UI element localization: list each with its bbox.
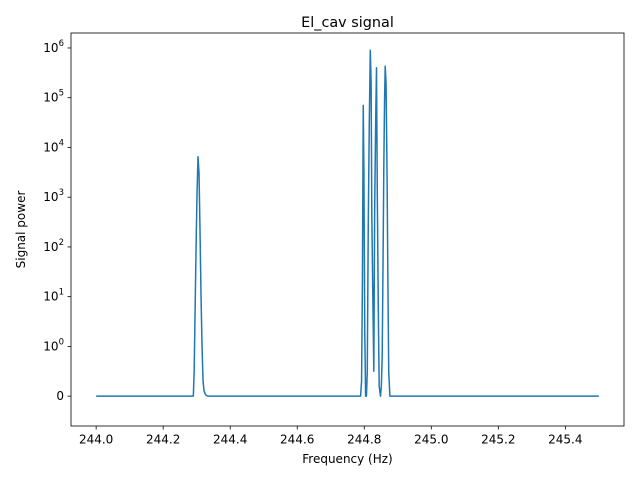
y-tick-base: 10	[43, 190, 58, 204]
x-axis-label: Frequency (Hz)	[302, 452, 393, 466]
x-tick-label: 245.0	[414, 433, 448, 447]
x-axis: 244.0 244.2 244.4 244.6 244.8 245.0 245.2 245.4	[79, 426, 583, 447]
y-tick-base: 10	[43, 41, 58, 55]
y-tick-exponent: 6	[59, 39, 64, 49]
y-axis-label: Signal power	[14, 191, 28, 269]
series-line	[96, 49, 599, 397]
y-tick-label: 106	[43, 39, 64, 55]
chart-title: El_cav signal	[301, 15, 394, 31]
axes-frame	[70, 32, 625, 427]
y-tick-exponent: 1	[59, 288, 64, 298]
y-tick-label: 102	[43, 238, 64, 254]
y-tick-exponent: 2	[59, 238, 64, 248]
plot-area	[70, 32, 625, 427]
x-tick-label: 244.4	[213, 433, 247, 447]
y-tick-base: 10	[43, 140, 58, 154]
y-tick-label: 0	[56, 389, 64, 403]
y-tick-exponent: 3	[59, 188, 64, 198]
y-tick-exponent: 5	[59, 89, 64, 99]
y-tick-exponent: 0	[59, 337, 64, 347]
y-tick-exponent: 4	[59, 138, 64, 148]
y-tick-base: 10	[43, 91, 58, 105]
y-tick-label: 101	[43, 288, 64, 304]
x-tick-label: 244.2	[146, 433, 180, 447]
y-tick-label: 103	[43, 188, 64, 204]
y-tick-label: 105	[43, 89, 64, 105]
y-tick-base: 10	[43, 290, 58, 304]
x-tick-label: 245.4	[548, 433, 582, 447]
x-tick-label: 244.0	[79, 433, 113, 447]
x-tick-label: 244.8	[347, 433, 381, 447]
x-tick-label: 245.2	[481, 433, 515, 447]
axes-background	[71, 33, 624, 426]
y-tick-base: 0	[56, 389, 64, 403]
y-tick-label: 104	[43, 138, 64, 154]
y-tick-label: 100	[43, 337, 64, 353]
y-tick-base: 10	[43, 240, 58, 254]
y-tick-base: 10	[43, 339, 58, 353]
x-tick-label: 244.6	[280, 433, 314, 447]
